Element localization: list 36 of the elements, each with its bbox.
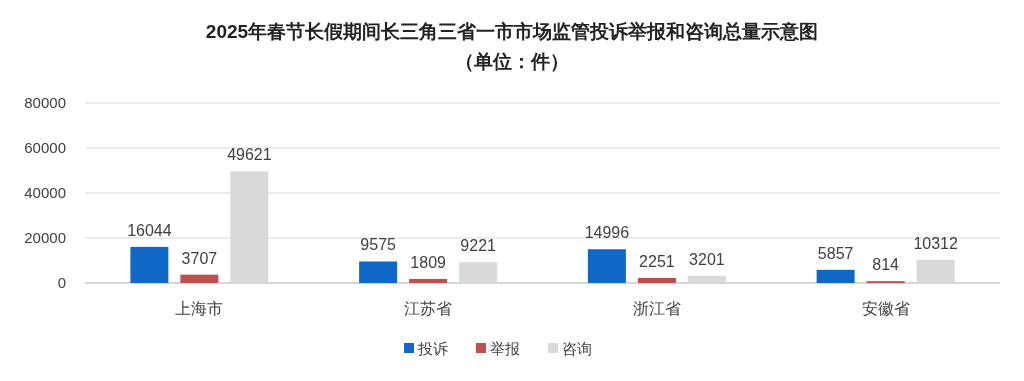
bar — [130, 246, 169, 283]
chart-subtitle: （单位：件） — [455, 51, 569, 72]
data-label: 3201 — [689, 250, 725, 268]
data-label: 814 — [872, 256, 900, 274]
bar — [687, 275, 726, 283]
y-tick-label: 60000 — [24, 139, 66, 156]
bar — [587, 249, 626, 283]
data-label: 16044 — [127, 221, 172, 239]
bar — [180, 274, 219, 283]
legend-label: 举报 — [490, 340, 520, 357]
y-tick-label: 40000 — [24, 184, 66, 201]
data-label: 3707 — [181, 249, 218, 267]
data-label: 1809 — [410, 253, 447, 271]
bar — [409, 278, 448, 283]
data-label: 2251 — [639, 252, 675, 270]
data-label: 5857 — [817, 244, 854, 262]
y-tick-label: 80000 — [24, 94, 66, 111]
bar — [459, 262, 498, 283]
bar — [916, 259, 955, 283]
data-label: 49621 — [227, 146, 272, 164]
data-label: 14996 — [584, 224, 630, 242]
y-tick-label: 0 — [57, 274, 66, 291]
legend-label: 投诉 — [417, 340, 448, 357]
data-label: 10312 — [913, 234, 958, 252]
x-tick-label: 安徽省 — [861, 300, 910, 317]
bar — [359, 261, 398, 283]
bar — [816, 269, 855, 283]
data-label: 9575 — [360, 236, 397, 254]
bar — [637, 277, 676, 283]
x-tick-label: 江苏省 — [404, 300, 453, 317]
chart-title: 2025年春节长假期间长三角三省一市市场监管投诉举报和咨询总量示意图 — [205, 21, 819, 42]
legend-label: 咨询 — [562, 340, 592, 357]
x-tick-label: 浙江省 — [632, 300, 681, 317]
y-tick-label: 20000 — [24, 229, 66, 246]
x-tick-label: 上海市 — [175, 300, 224, 317]
data-label: 9221 — [460, 237, 497, 255]
